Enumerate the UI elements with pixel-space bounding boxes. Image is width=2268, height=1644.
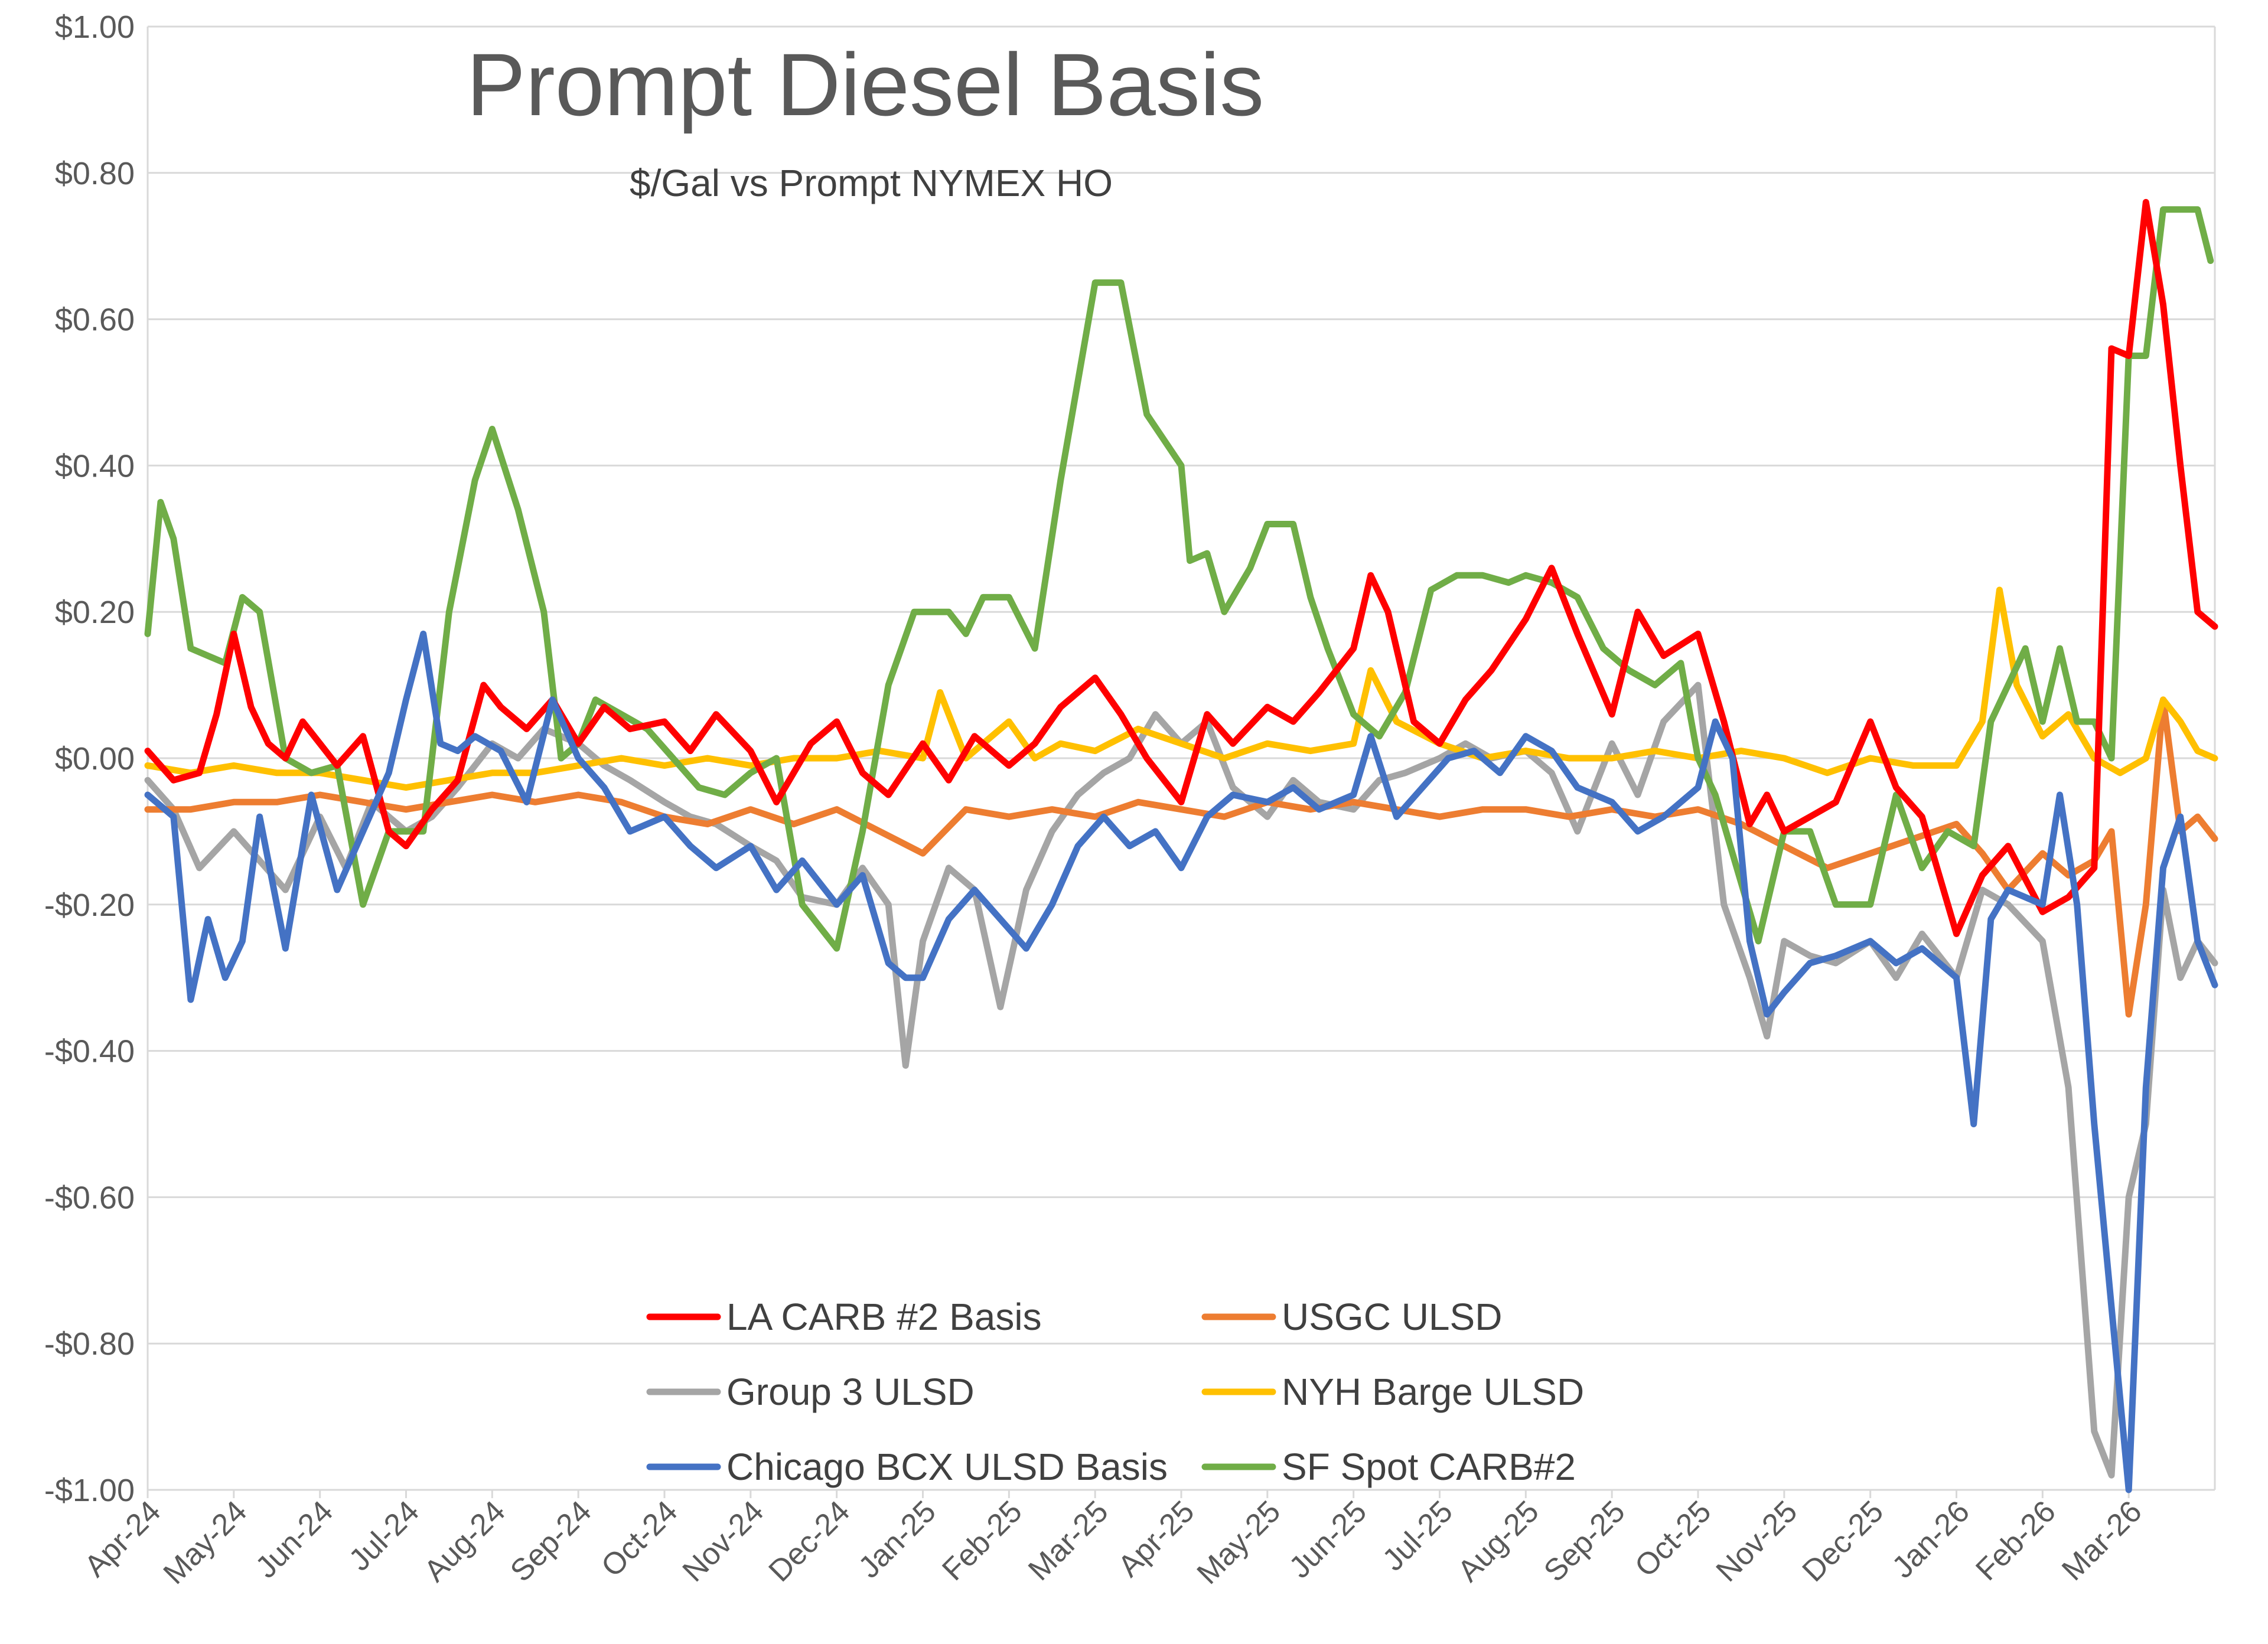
y-tick-label: $0.80 (55, 156, 135, 191)
series-line-usgc-ulsd (144, 696, 2218, 1018)
legend-label-chicago-bcx-ulsd-basis: Chicago BCX ULSD Basis (726, 1446, 1168, 1488)
x-tick-label: Jul-25 (1376, 1494, 1459, 1577)
series-lines (144, 198, 2218, 1493)
y-tick-label: -$1.00 (44, 1473, 135, 1508)
x-tick-label: Dec-24 (762, 1494, 857, 1588)
x-tick-label: Jan-26 (1886, 1494, 1976, 1584)
x-tick-label: Jan-25 (852, 1494, 943, 1584)
x-tick-label: Sep-25 (1537, 1494, 1632, 1588)
gridlines (146, 25, 2216, 1491)
series-line-la-carb-2-basis (144, 198, 2218, 937)
x-tick-label: Aug-25 (1451, 1494, 1546, 1588)
y-tick-label: $0.60 (55, 302, 135, 338)
legend-label-group-3-ulsd: Group 3 ULSD (726, 1371, 975, 1413)
series-line-sf-spot-carb-2 (144, 206, 2214, 952)
legend-label-la-carb-2-basis: LA CARB #2 Basis (726, 1296, 1042, 1338)
y-tick-label: $0.20 (55, 595, 135, 630)
x-tick-label: Oct-24 (595, 1494, 684, 1583)
x-tick-label: Feb-25 (936, 1494, 1029, 1587)
y-tick-label: -$0.20 (44, 888, 135, 923)
chart-subtitle: $/Gal vs Prompt NYMEX HO (630, 162, 1113, 204)
legend: LA CARB #2 Basis USGC ULSD Group 3 ULSD NYH… (646, 1296, 1584, 1488)
x-tick-label: Dec-25 (1796, 1494, 1891, 1588)
series-line-nyh-barge-ulsd (144, 586, 2218, 791)
x-tick-label: Apr-25 (1112, 1494, 1201, 1583)
y-tick-label: -$0.40 (44, 1034, 135, 1069)
x-tick-label: Aug-24 (418, 1494, 512, 1588)
y-tick-label: $1.00 (55, 9, 135, 45)
x-tick-label: May-24 (157, 1494, 254, 1591)
y-tick-label: -$0.80 (44, 1326, 135, 1362)
x-tick-label: Mar-26 (2055, 1494, 2148, 1587)
x-tick-label: Mar-25 (1022, 1494, 1115, 1587)
y-axis-tick-labels: $1.00 $0.80 $0.60 $0.40 $0.20 $0.00 -$0.20 -$0.… (44, 9, 135, 1508)
series-line-chicago-bcx-ulsd-basis (144, 630, 2218, 1493)
x-tick-label: Nov-24 (676, 1494, 771, 1588)
chart-title: Prompt Diesel Basis (467, 35, 1264, 134)
x-tick-label: Oct-25 (1628, 1494, 1718, 1583)
x-tick-label: May-25 (1191, 1494, 1288, 1591)
legend-label-sf-spot-carb-2: SF Spot CARB#2 (1282, 1446, 1576, 1488)
x-tick-label: Jul-24 (343, 1494, 426, 1577)
x-tick-label: Nov-25 (1710, 1494, 1804, 1588)
legend-label-usgc-ulsd: USGC ULSD (1282, 1296, 1502, 1338)
y-tick-label: $0.00 (55, 741, 135, 777)
x-tick-label: Jun-24 (249, 1494, 340, 1584)
x-tick-label: Jun-25 (1283, 1494, 1373, 1584)
y-tick-label: $0.40 (55, 448, 135, 484)
x-tick-label: Feb-26 (1969, 1494, 2062, 1587)
legend-label-nyh-barge-ulsd: NYH Barge ULSD (1282, 1371, 1584, 1413)
y-tick-label: -$0.60 (44, 1180, 135, 1215)
x-tick-label: Sep-24 (504, 1494, 598, 1588)
